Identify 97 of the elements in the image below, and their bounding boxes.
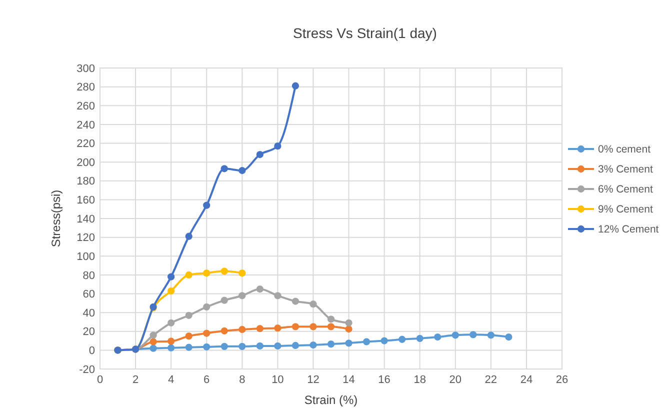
point (168, 287, 175, 294)
legend-label: 3% Cement (598, 164, 653, 176)
point (168, 338, 175, 345)
legend-label: 0% cement (598, 144, 651, 156)
point (310, 323, 317, 330)
y-tick-label: 220 (76, 138, 95, 150)
legend-label: 6% Cement (598, 184, 653, 196)
x-tick-label: 18 (414, 374, 426, 386)
y-tick-label: 40 (82, 307, 95, 320)
point (292, 323, 300, 330)
x-tick-label: 12 (307, 374, 320, 386)
point (256, 342, 264, 350)
point (310, 341, 317, 349)
point (292, 82, 300, 90)
y-axis-title: Stress(psi) (49, 190, 63, 248)
point (434, 333, 442, 341)
point (398, 336, 406, 343)
legend-label: 9% Cement (598, 204, 653, 216)
x-tick-label: 14 (342, 374, 355, 386)
point (487, 332, 494, 339)
y-tick-label: 280 (76, 82, 95, 94)
y-tick-label: 240 (76, 119, 95, 132)
point (362, 338, 370, 346)
x-tick-label: 8 (239, 374, 246, 386)
point (274, 324, 282, 332)
x-tick-label: 24 (520, 374, 533, 386)
point (150, 338, 157, 346)
x-axis-title: Strain (%) (304, 393, 358, 407)
x-tick-label: 16 (378, 374, 390, 386)
x-tick-label: 20 (449, 374, 462, 386)
point (220, 327, 228, 334)
point (327, 340, 335, 348)
point (185, 271, 192, 278)
y-tick-label: 100 (76, 250, 95, 263)
x-tick-label: 22 (484, 374, 498, 386)
point (470, 331, 477, 338)
point (185, 232, 192, 240)
x-tick-label: 0 (96, 374, 104, 386)
point (310, 300, 317, 308)
y-tick-label: 160 (76, 194, 95, 207)
point (203, 202, 210, 209)
point (380, 337, 388, 344)
y-tick-label: 60 (82, 288, 95, 301)
x-tick-label: 10 (272, 374, 284, 386)
point (505, 333, 512, 341)
point (274, 342, 282, 350)
x-tick-label: 4 (168, 374, 174, 386)
point (238, 292, 246, 300)
point (327, 323, 335, 330)
point (185, 312, 192, 319)
point (203, 303, 210, 310)
y-tick-label: 300 (76, 62, 95, 75)
point (238, 166, 246, 174)
point (220, 296, 228, 304)
x-tick-label: 2 (132, 374, 139, 386)
y-tick-label: 80 (82, 270, 95, 282)
point (416, 334, 424, 342)
point (274, 142, 282, 150)
point (168, 344, 175, 352)
point (150, 332, 157, 339)
point (238, 342, 246, 350)
legend-label: 12% Cement (598, 224, 659, 236)
chart-title: Stress Vs Strain(1 day) (293, 25, 437, 41)
point (220, 342, 228, 350)
point (345, 340, 352, 347)
y-tick-label: 20 (82, 326, 95, 338)
y-tick-label: 140 (76, 213, 95, 226)
y-tick-label: 0 (88, 345, 95, 358)
point (274, 292, 282, 300)
point (203, 269, 210, 277)
point (292, 298, 300, 305)
point (238, 269, 246, 277)
y-tick-label: -20 (79, 364, 95, 376)
point (256, 150, 264, 158)
point (256, 324, 264, 332)
point (220, 268, 228, 275)
point (203, 343, 210, 350)
y-tick-label: 120 (76, 232, 95, 244)
y-tick-label: 260 (76, 100, 95, 112)
point (185, 332, 192, 340)
point (185, 344, 192, 351)
point (345, 325, 352, 333)
y-tick-label: 200 (76, 156, 95, 169)
point (256, 285, 264, 293)
point (327, 316, 335, 323)
point (168, 273, 175, 280)
x-tick-label: 26 (556, 374, 568, 386)
y-tick-label: 180 (76, 176, 95, 188)
x-tick-label: 6 (204, 374, 210, 386)
point (220, 165, 228, 172)
point (238, 326, 246, 334)
point (203, 330, 210, 337)
point (345, 319, 352, 326)
point (292, 342, 300, 350)
point (452, 332, 459, 339)
point (168, 319, 175, 326)
point (150, 344, 157, 352)
